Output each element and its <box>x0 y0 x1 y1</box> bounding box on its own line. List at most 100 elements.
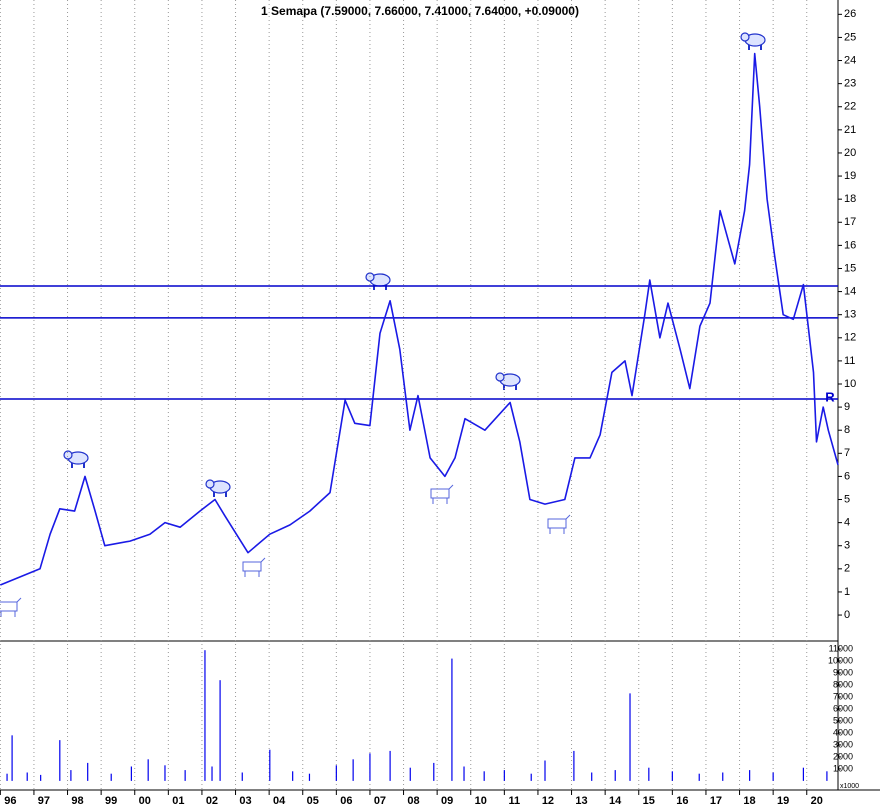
y-tick-label: 17 <box>844 216 856 228</box>
y-tick-label: 4 <box>844 517 850 529</box>
x-tick-label: 02 <box>206 795 218 807</box>
volume-bar <box>130 766 132 781</box>
volume-bar <box>335 765 337 781</box>
volume-y-tick-label: 5000 <box>833 715 853 725</box>
x-tick-label: 05 <box>307 795 319 807</box>
volume-y-tick-label: 2000 <box>833 751 853 761</box>
volume-bar <box>698 773 700 781</box>
y-tick-label: 19 <box>844 170 856 182</box>
y-tick-label: 15 <box>844 262 856 274</box>
y-tick-label: 23 <box>844 78 856 90</box>
volume-bar <box>204 650 206 781</box>
x-tick-label: 11 <box>509 795 521 807</box>
volume-y-tick-label: 3000 <box>833 739 853 749</box>
volume-bar <box>11 735 13 781</box>
x-tick-label: 07 <box>374 795 386 807</box>
volume-bar <box>433 762 435 781</box>
y-tick-label: 26 <box>844 8 856 20</box>
volume-bar <box>308 773 311 781</box>
volume-y-tick-label: 1000 <box>833 763 853 773</box>
x-tick-label: 97 <box>38 795 50 807</box>
y-tick-label: 10 <box>844 378 856 390</box>
x-tick-label: 20 <box>811 795 823 807</box>
x-tick-label: 12 <box>542 795 554 807</box>
volume-y-tick-label: 6000 <box>833 703 853 713</box>
volume-bar <box>110 773 112 781</box>
volume-bar <box>591 772 593 781</box>
volume-bar <box>352 759 354 781</box>
volume-bar <box>241 772 243 781</box>
volume-bar <box>544 760 546 781</box>
volume-bar <box>389 750 391 781</box>
volume-bar <box>59 740 61 781</box>
volume-bar <box>184 770 186 781</box>
volume-bar <box>648 767 650 781</box>
y-tick-label: 25 <box>844 31 856 43</box>
volume-y-tick-label: 4000 <box>833 727 853 737</box>
x-tick-label: 99 <box>105 795 117 807</box>
volume-bar <box>802 767 804 781</box>
volume-bar <box>164 765 166 781</box>
volume-y-tick-label: 7000 <box>833 691 853 701</box>
volume-bar <box>211 766 213 781</box>
volume-bar <box>614 770 616 781</box>
y-tick-label: 12 <box>844 332 856 344</box>
volume-y-tick-label: 8000 <box>833 679 853 689</box>
volume-bar <box>463 766 465 781</box>
volume-y-tick-label: 10000 <box>828 655 853 665</box>
x-tick-label: 15 <box>643 795 655 807</box>
volume-bar <box>530 773 532 781</box>
y-tick-label: 16 <box>844 239 856 251</box>
y-tick-label: 18 <box>844 193 856 205</box>
x-tick-label: 96 <box>4 795 16 807</box>
annotation: R <box>825 389 835 404</box>
y-tick-label: 11 <box>844 355 855 367</box>
y-tick-label: 7 <box>844 447 850 459</box>
y-tick-label: 2 <box>844 563 850 575</box>
x-tick-label: 17 <box>710 795 722 807</box>
y-tick-label: 6 <box>844 470 850 482</box>
volume-bar <box>269 749 271 781</box>
y-tick-label: 5 <box>844 493 850 505</box>
x-tick-label: 16 <box>676 795 688 807</box>
volume-bar <box>409 767 411 781</box>
volume-bar <box>292 771 294 781</box>
y-tick-label: 0 <box>844 609 850 621</box>
x-tick-label: 00 <box>139 795 151 807</box>
volume-bar <box>26 772 28 781</box>
chart-title: 1 Semapa (7.59000, 7.66000, 7.41000, 7.6… <box>261 4 579 18</box>
volume-bar <box>749 770 751 781</box>
y-tick-label: 3 <box>844 540 850 552</box>
volume-y-tick-label: 9000 <box>833 667 853 677</box>
volume-bar <box>826 771 828 781</box>
volume-bar <box>629 693 631 781</box>
volume-bar <box>671 771 673 781</box>
y-tick-label: 20 <box>844 147 856 159</box>
volume-bar <box>147 759 149 781</box>
x-tick-label: 04 <box>273 795 286 807</box>
y-tick-label: 8 <box>844 424 850 436</box>
y-tick-label: 21 <box>844 124 856 136</box>
x-tick-label: 14 <box>609 795 622 807</box>
volume-bar <box>483 771 485 781</box>
x-tick-label: 13 <box>575 795 587 807</box>
volume-bar <box>573 750 575 781</box>
volume-bar <box>772 772 774 781</box>
x-tick-label: 06 <box>340 795 352 807</box>
y-tick-label: 1 <box>844 586 850 598</box>
y-tick-label: 9 <box>844 401 850 413</box>
x-tick-label: 10 <box>475 795 487 807</box>
volume-bar <box>40 774 42 781</box>
x-tick-label: 01 <box>172 795 184 807</box>
x-tick-label: 08 <box>407 795 419 807</box>
volume-bar <box>219 680 221 781</box>
x-tick-label: 09 <box>441 795 453 807</box>
volume-bar <box>6 773 8 781</box>
y-tick-label: 24 <box>844 54 856 66</box>
x-tick-label: 03 <box>239 795 251 807</box>
price-line <box>0 52 839 586</box>
y-tick-label: 13 <box>844 309 856 321</box>
volume-bar <box>70 770 72 781</box>
volume-bar <box>503 770 505 781</box>
